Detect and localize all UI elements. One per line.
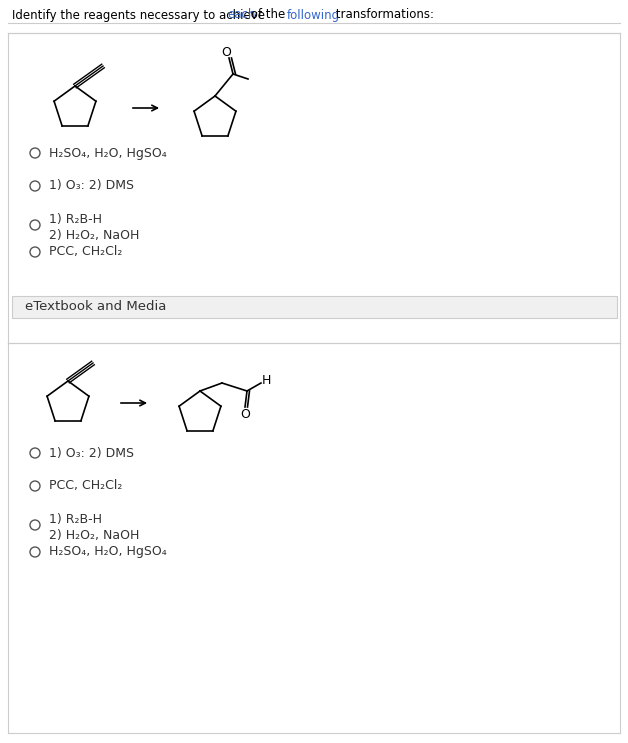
Text: following: following bbox=[287, 8, 340, 22]
Text: O: O bbox=[240, 407, 250, 421]
Text: 1) O₃: 2) DMS: 1) O₃: 2) DMS bbox=[49, 447, 134, 459]
Text: 1) R₂B-H: 1) R₂B-H bbox=[49, 513, 102, 525]
Text: H₂SO₄, H₂O, HgSO₄: H₂SO₄, H₂O, HgSO₄ bbox=[49, 146, 167, 160]
Text: H₂SO₄, H₂O, HgSO₄: H₂SO₄, H₂O, HgSO₄ bbox=[49, 545, 167, 559]
Text: PCC, CH₂Cl₂: PCC, CH₂Cl₂ bbox=[49, 479, 122, 493]
Text: 2) H₂O₂, NaOH: 2) H₂O₂, NaOH bbox=[49, 528, 139, 542]
FancyBboxPatch shape bbox=[12, 296, 617, 318]
Text: each: each bbox=[227, 8, 256, 22]
Text: of the: of the bbox=[247, 8, 289, 22]
Text: H: H bbox=[261, 374, 271, 386]
Text: Identify the reagents necessary to achieve: Identify the reagents necessary to achie… bbox=[12, 8, 269, 22]
Text: O: O bbox=[221, 45, 231, 59]
Text: eTextbook and Media: eTextbook and Media bbox=[25, 300, 166, 314]
Text: 1) O₃: 2) DMS: 1) O₃: 2) DMS bbox=[49, 180, 134, 192]
Text: PCC, CH₂Cl₂: PCC, CH₂Cl₂ bbox=[49, 245, 122, 259]
Text: 2) H₂O₂, NaOH: 2) H₂O₂, NaOH bbox=[49, 229, 139, 241]
Text: transformations:: transformations: bbox=[332, 8, 434, 22]
Text: 1) R₂B-H: 1) R₂B-H bbox=[49, 212, 102, 225]
